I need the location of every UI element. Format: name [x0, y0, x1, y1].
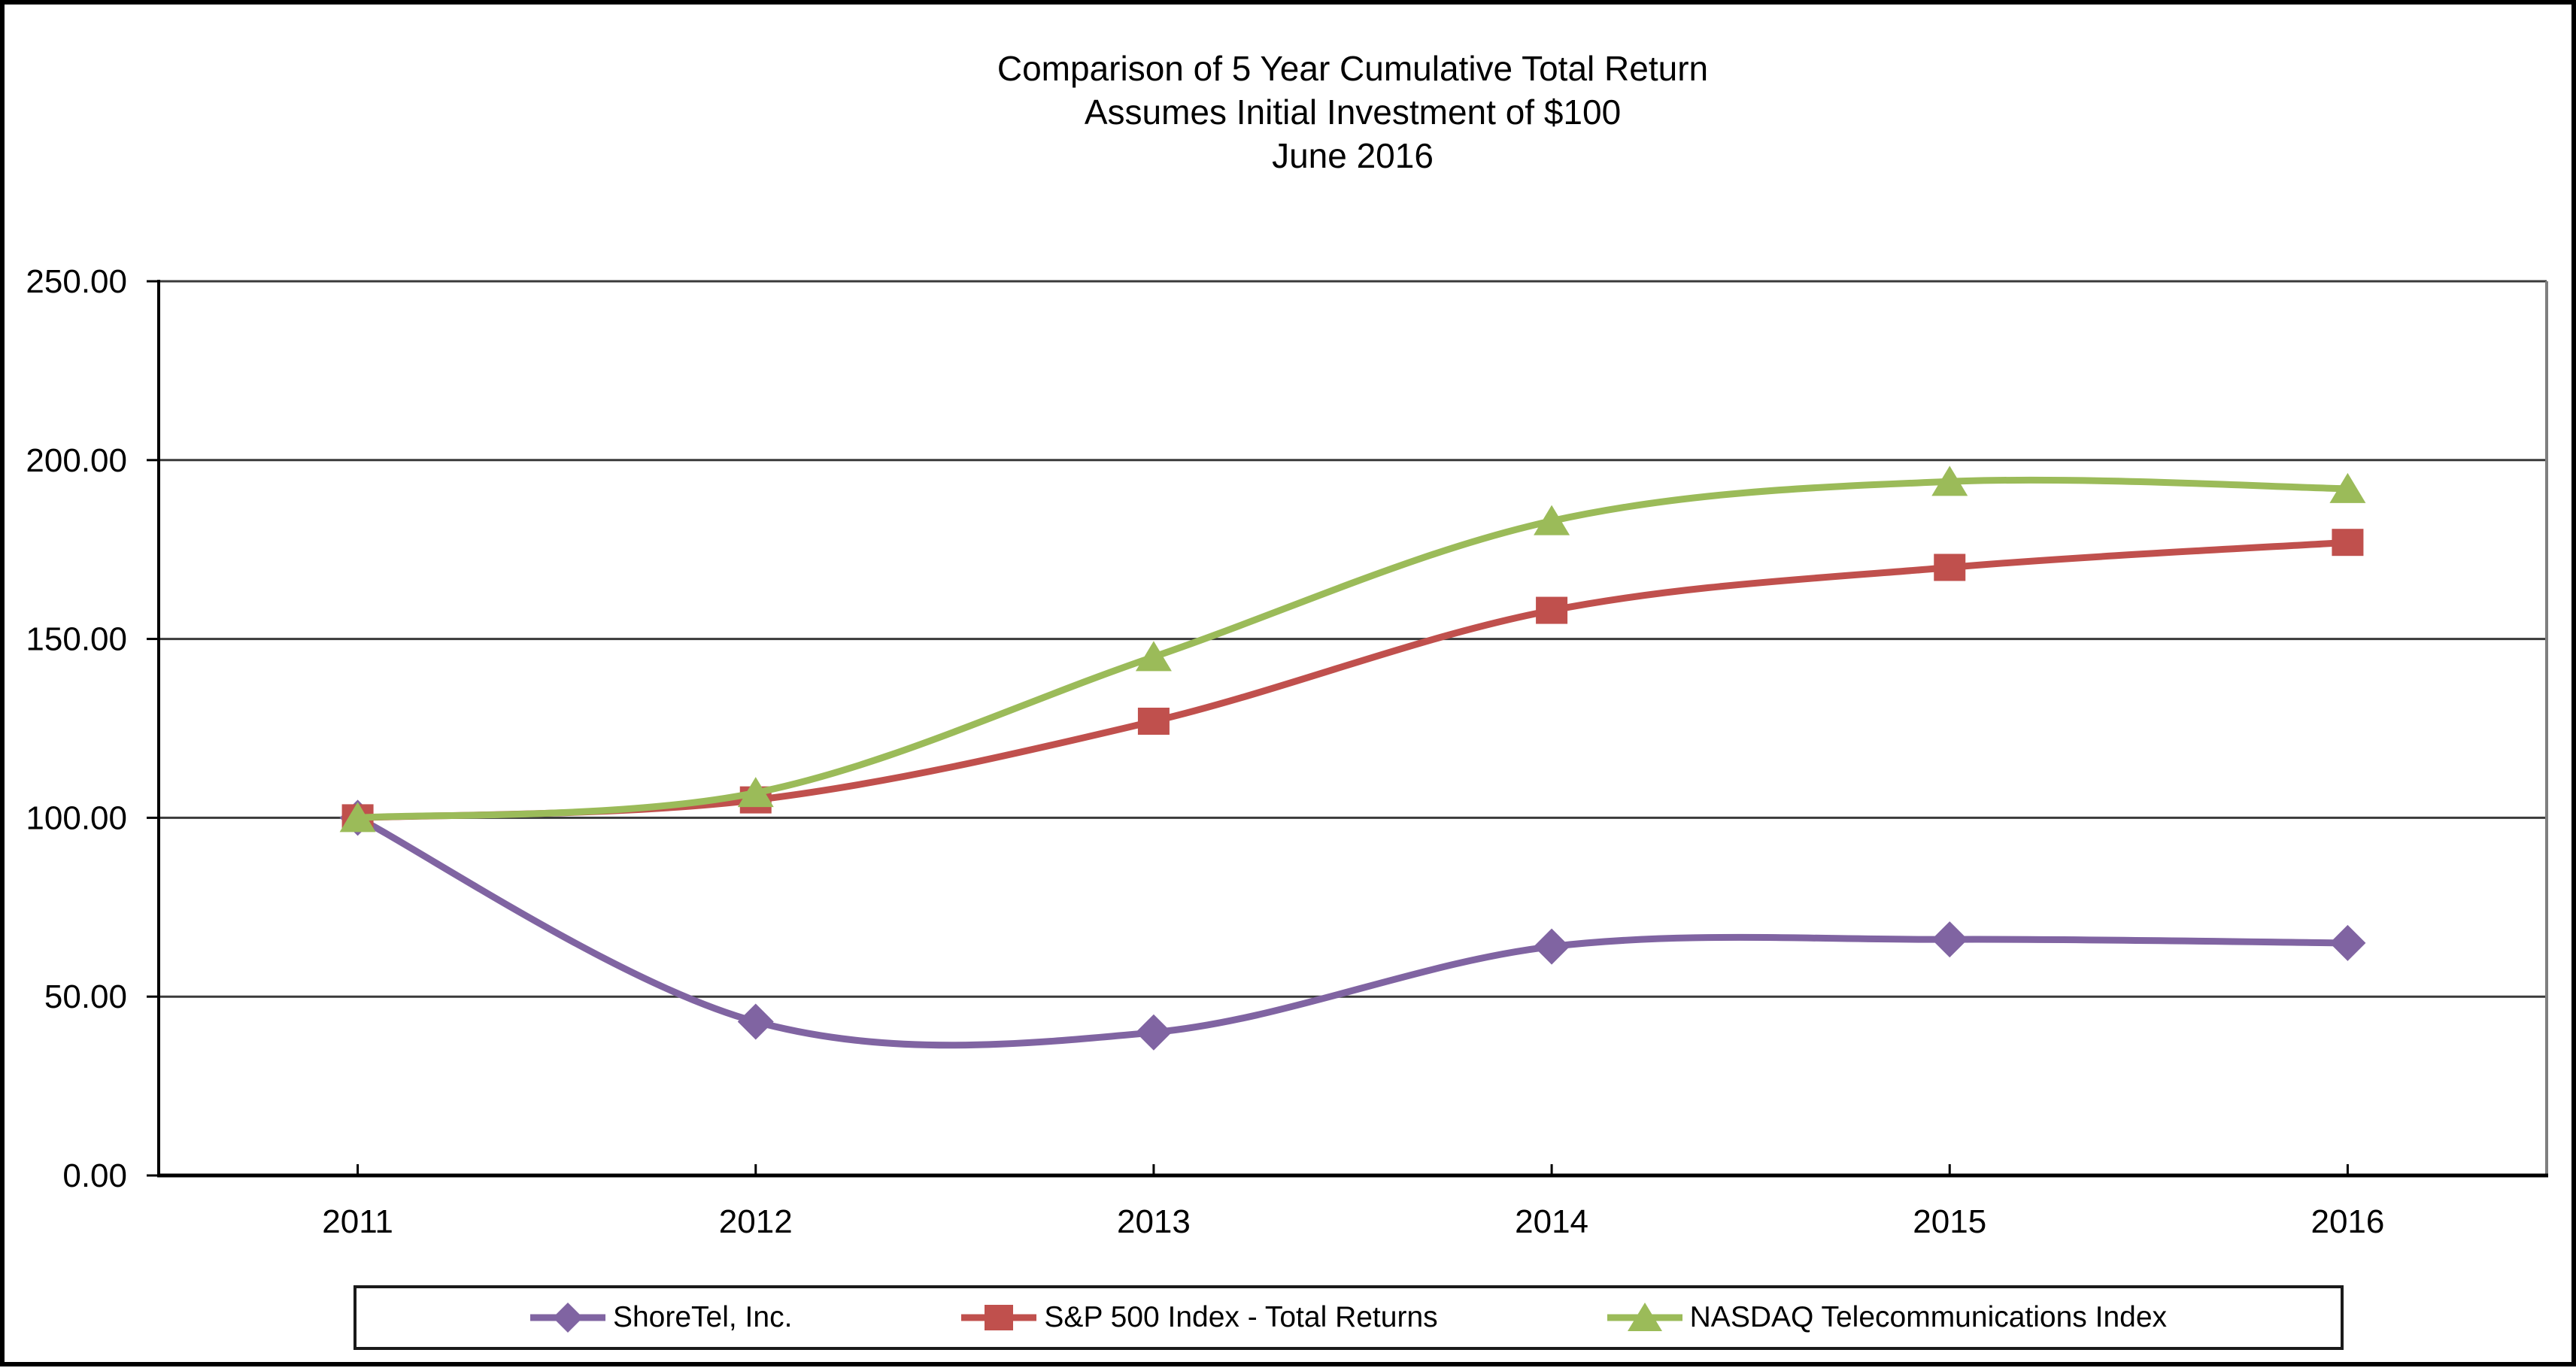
square-marker [1536, 596, 1568, 624]
chart-title-line-1: Comparison of 5 Year Cumulative Total Re… [997, 49, 1709, 88]
legend-square-marker-icon [961, 1305, 1037, 1330]
diamond-marker [1534, 928, 1570, 965]
series-line-1 [354, 538, 2351, 821]
triangle-marker [1534, 505, 1570, 535]
chart-title-line-3: June 2016 [1272, 136, 1434, 175]
chart-title-line-2: Assumes Initial Investment of $100 [1084, 93, 1622, 132]
square-marker [2332, 529, 2364, 557]
diamond-marker [2329, 924, 2366, 961]
square-marker [1137, 707, 1170, 735]
x-tick-label: 2015 [1913, 1203, 1986, 1240]
triangle-marker [1931, 466, 1968, 496]
y-tick-label: 50.00 [44, 978, 127, 1015]
legend-diamond-marker-icon [529, 1303, 605, 1333]
legend-entry-sp500: S&P 500 Index - Total Returns [961, 1300, 1438, 1336]
x-tick-label: 2011 [322, 1203, 393, 1240]
x-tick-label: 2012 [719, 1203, 793, 1240]
series-line-0 [354, 814, 2351, 1049]
y-tick-label: 100.00 [26, 799, 127, 836]
legend-entry-shoretel: ShoreTel, Inc. [529, 1300, 793, 1336]
chart-title: Comparison of 5 Year Cumulative Total Re… [159, 47, 2547, 177]
diamond-marker [1931, 921, 1968, 958]
x-tick-label: 2013 [1117, 1203, 1191, 1240]
x-tick-label: 2014 [1515, 1203, 1588, 1240]
diamond-marker [737, 1003, 774, 1040]
legend-triangle-marker-icon [1607, 1303, 1682, 1331]
y-tick-label: 0.00 [62, 1157, 127, 1194]
legend-entry-nasdaq-telecom: NASDAQ Telecommunications Index [1607, 1300, 2167, 1336]
triangle-marker [737, 777, 774, 808]
triangle-marker [2329, 472, 2366, 503]
y-tick-label: 200.00 [26, 442, 127, 479]
y-tick-label: 150.00 [26, 621, 127, 658]
legend: ShoreTel, Inc. S&P 500 Index - Total Ret… [353, 1285, 2344, 1350]
legend-label-shoretel: ShoreTel, Inc. [612, 1301, 793, 1333]
square-marker [1934, 554, 1966, 581]
x-tick-label: 2016 [2311, 1203, 2384, 1240]
y-tick-label: 250.00 [26, 263, 127, 300]
plot-area: 0.00 50.00 100.00 150.00 200.00 250.00 2011 201… [26, 263, 2548, 1240]
diamond-marker [1135, 1014, 1172, 1051]
series-line-2 [354, 476, 2351, 821]
triangle-marker [339, 802, 376, 833]
triangle-marker [1135, 641, 1172, 672]
legend-label-sp500: S&P 500 Index - Total Returns [1044, 1301, 1438, 1333]
legend-label-nasdaq-telecom: NASDAQ Telecommunications Index [1689, 1301, 2168, 1333]
